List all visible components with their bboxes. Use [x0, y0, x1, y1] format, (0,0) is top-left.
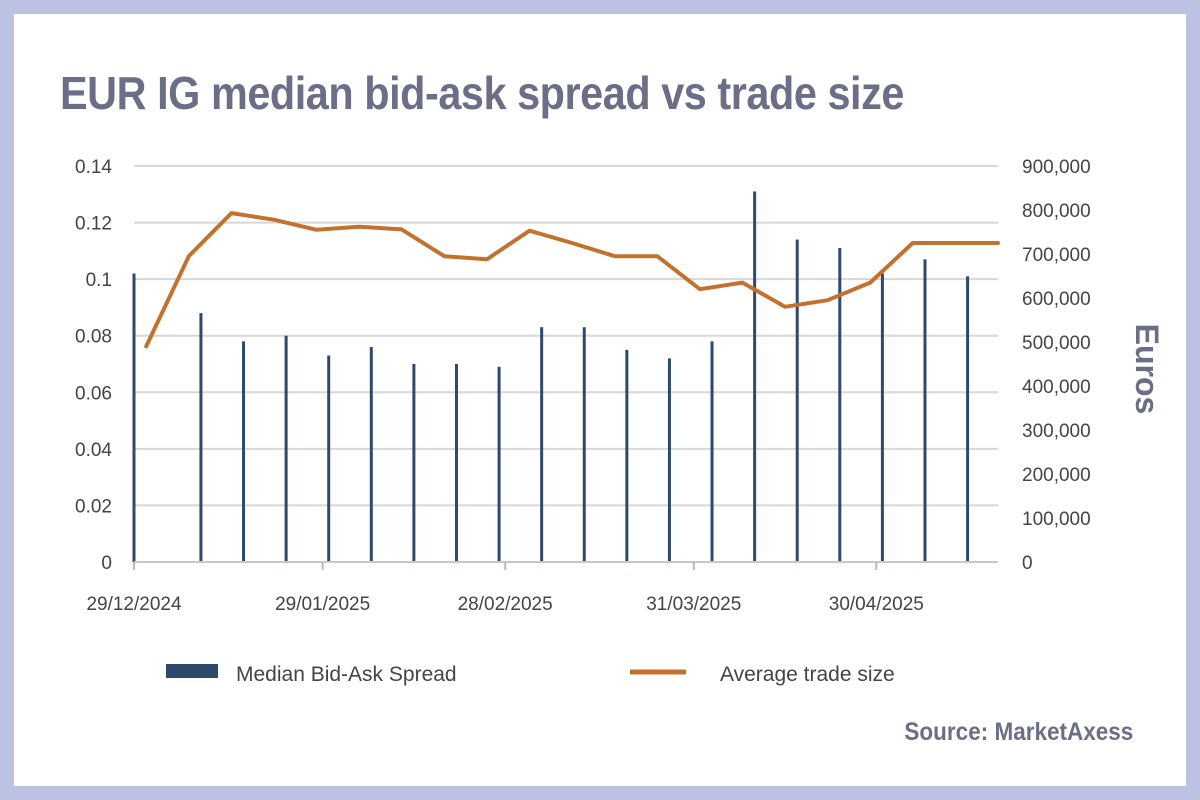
y-right-tick-label: 0 [1022, 553, 1033, 574]
bar [327, 355, 331, 562]
source-note: Source: MarketAxess [904, 718, 1133, 746]
bar [540, 327, 544, 562]
bar [838, 248, 842, 562]
y-right-tick-label: 200,000 [1022, 465, 1091, 486]
x-tick-label: 31/03/2025 [646, 594, 741, 615]
y-axis-right-label: Euros [1129, 324, 1165, 415]
legend-label-line: Average trade size [720, 663, 895, 686]
y-axis-right: 0 100,000 200,000 300,000 400,000 500,000 600,… [1022, 157, 1091, 574]
y-right-tick-label: 300,000 [1022, 421, 1091, 442]
y-right-tick-label: 600,000 [1022, 289, 1091, 310]
bar-series [132, 191, 970, 563]
x-tick-label: 29/12/2024 [86, 594, 182, 615]
bar [497, 366, 501, 562]
bar [582, 327, 586, 562]
legend: Median Bid-Ask Spread Average trade size [166, 663, 895, 686]
x-tick-label: 28/02/2025 [458, 594, 553, 615]
chart-plot: 0 0.02 0.04 0.06 0.08 0.1 0.12 0.14 0 100,000 200… [75, 157, 1165, 686]
y-left-tick-label: 0.08 [75, 327, 112, 348]
bar [284, 335, 288, 562]
y-left-tick-label: 0.04 [75, 440, 112, 461]
y-right-tick-label: 800,000 [1022, 201, 1091, 222]
bar [199, 313, 203, 562]
bar [966, 276, 970, 562]
x-axis-ticks: 29/12/2024 29/01/2025 28/02/2025 31/03/2025… [86, 562, 924, 615]
bar [625, 349, 629, 562]
line-series [144, 211, 1000, 349]
gridlines [134, 165, 998, 507]
bar [923, 259, 927, 562]
y-left-tick-label: 0.02 [75, 496, 112, 517]
x-tick-label: 29/01/2025 [275, 594, 370, 615]
y-right-tick-label: 100,000 [1022, 509, 1091, 530]
y-left-tick-label: 0.12 [75, 214, 112, 235]
y-axis-left: 0 0.02 0.04 0.06 0.08 0.1 0.12 0.14 [75, 157, 112, 574]
y-left-tick-label: 0 [101, 553, 112, 574]
series-line-average-trade-size [144, 211, 1000, 349]
y-right-tick-label: 400,000 [1022, 377, 1091, 398]
bar [412, 364, 416, 562]
bar [242, 341, 246, 562]
y-right-tick-label: 700,000 [1022, 245, 1091, 266]
x-tick-label: 30/04/2025 [829, 594, 924, 615]
y-right-tick-label: 900,000 [1022, 157, 1091, 178]
bar [132, 273, 136, 562]
bar [710, 341, 714, 562]
bar [667, 358, 671, 562]
chart-card: EUR IG median bid-ask spread vs trade si… [14, 14, 1186, 786]
bar [795, 239, 799, 563]
bar [454, 364, 458, 562]
bar [369, 347, 373, 562]
y-left-tick-label: 0.1 [86, 270, 112, 291]
y-right-tick-label: 500,000 [1022, 333, 1091, 354]
legend-label-bar: Median Bid-Ask Spread [236, 663, 457, 686]
y-left-tick-label: 0.14 [75, 157, 112, 178]
chart-title: EUR IG median bid-ask spread vs trade si… [60, 67, 904, 119]
bar [880, 273, 884, 562]
y-left-tick-label: 0.06 [75, 383, 112, 404]
legend-swatch-bar [166, 664, 218, 678]
bar [753, 191, 757, 562]
